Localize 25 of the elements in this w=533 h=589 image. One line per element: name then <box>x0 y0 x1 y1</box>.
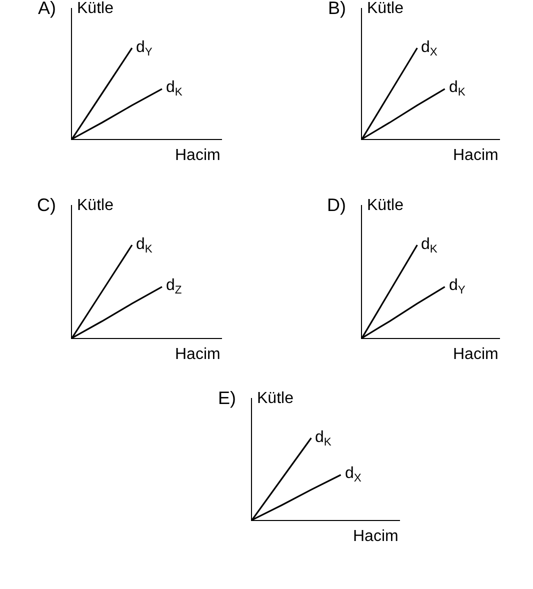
x-axis-title: Hacim <box>353 528 398 545</box>
series-label: d$_{X}$ <box>345 465 362 484</box>
series-label: d$_{K}$ <box>166 79 183 98</box>
x-axis-title: Hacim <box>175 147 220 164</box>
chart-title: C) <box>37 195 56 215</box>
series-label: d$_{K}$ <box>136 236 153 256</box>
series-label: d$_{Z}$ <box>166 277 182 296</box>
y-axis-title: Kütle <box>77 0 114 17</box>
x-axis-title: Hacim <box>175 346 220 363</box>
y-axis-title: Kütle <box>367 0 404 17</box>
series-label: d$_{K}$ <box>315 429 332 448</box>
series-label: d$_{K}$ <box>421 236 438 256</box>
series-label: d$_{Y}$ <box>449 277 466 296</box>
chart-title: B) <box>328 0 346 18</box>
chart-title: E) <box>218 388 236 408</box>
x-axis-title: Hacim <box>453 147 498 164</box>
series-label: d$_{Y}$ <box>136 39 153 58</box>
y-axis-title: Kütle <box>367 197 404 214</box>
series-label: d$_{X}$ <box>421 39 438 58</box>
chart-title: D) <box>327 195 346 215</box>
series-label: d$_{K}$ <box>449 79 466 98</box>
x-axis-title: Hacim <box>453 346 498 363</box>
chart-title: A) <box>38 0 56 18</box>
y-axis-title: Kütle <box>77 197 114 214</box>
y-axis-title: Kütle <box>257 390 294 407</box>
